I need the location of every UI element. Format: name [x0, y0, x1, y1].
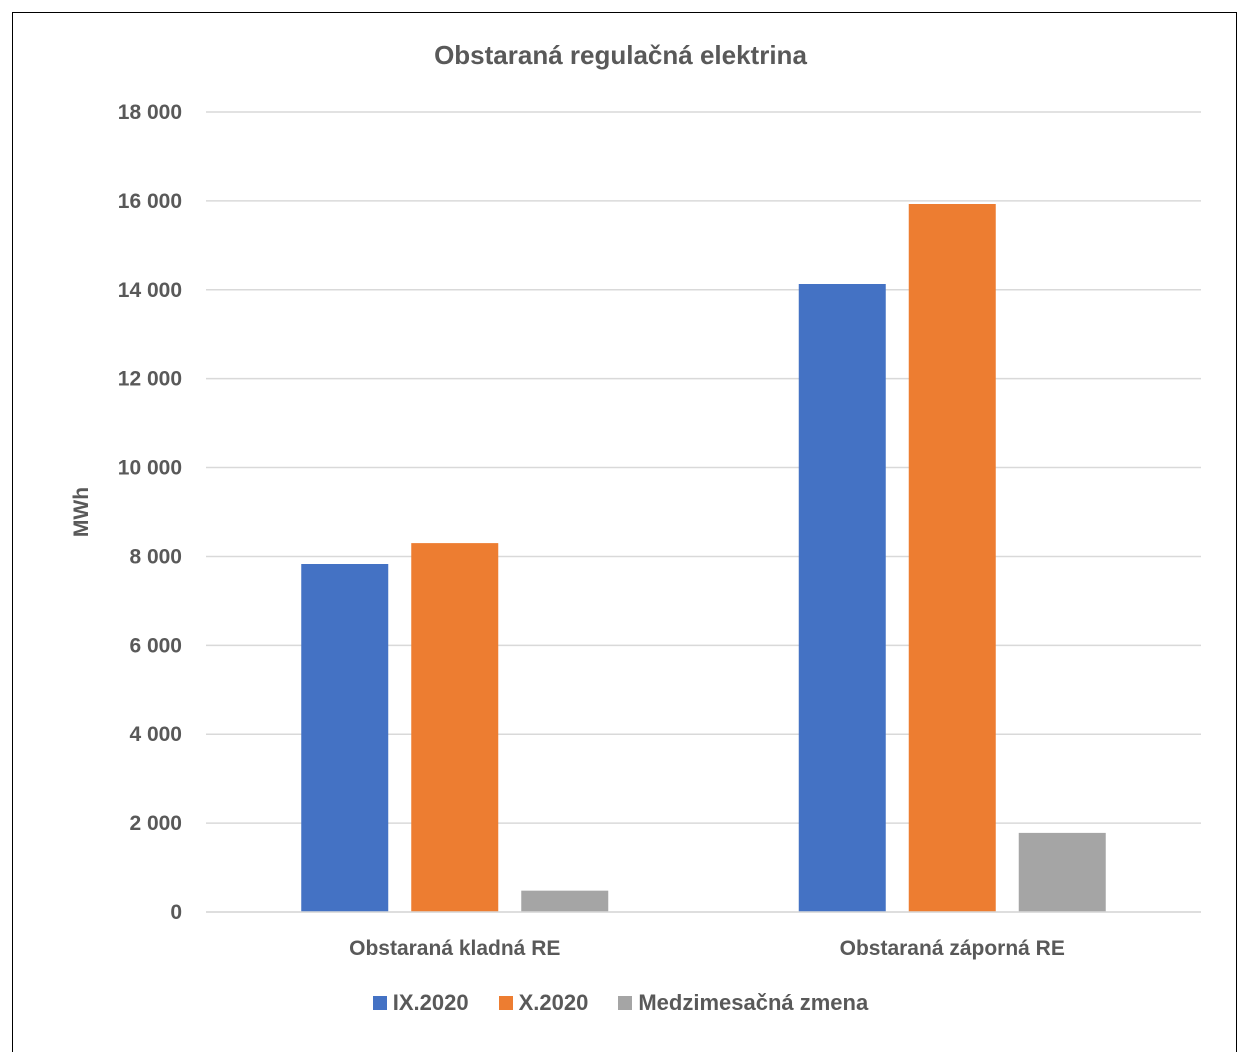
legend-swatch [618, 996, 633, 1010]
bar [521, 890, 609, 912]
x-category-label: Obstaraná kladná RE [349, 937, 560, 960]
legend-item: IX.2020 [372, 990, 469, 1016]
bar [301, 564, 389, 912]
x-category-label: Obstaraná záporná RE [840, 937, 1065, 960]
y-tick-label: 8 000 [129, 545, 182, 568]
y-tick-label: 6 000 [129, 634, 182, 657]
legend-label: X.2020 [518, 990, 589, 1015]
y-tick-label: 18 000 [118, 101, 182, 124]
y-tick-label: 2 000 [129, 812, 182, 835]
legend-item: X.2020 [498, 990, 589, 1016]
legend-item: Medzimesačná zmena [618, 990, 868, 1016]
y-tick-label: 16 000 [118, 190, 182, 213]
y-tick-label: 4 000 [129, 723, 182, 746]
legend-label: IX.2020 [392, 990, 469, 1015]
bar [908, 204, 996, 912]
bar [1018, 832, 1106, 912]
bar [411, 543, 499, 912]
y-tick-label: 12 000 [118, 368, 182, 391]
y-tick-label: 14 000 [118, 279, 182, 302]
legend-swatch [498, 996, 513, 1010]
y-tick-label: 10 000 [118, 457, 182, 480]
bar [798, 284, 886, 912]
legend-swatch [372, 996, 387, 1010]
legend-label: Medzimesačná zmena [638, 990, 869, 1015]
chart-title: Obstaraná regulačná elektrina [434, 40, 807, 70]
y-tick-label: 0 [170, 901, 182, 924]
chart-legend: IX.2020 X.2020 Medzimesačná zmena [0, 990, 1241, 1016]
y-axis-label: MWh [70, 487, 93, 537]
